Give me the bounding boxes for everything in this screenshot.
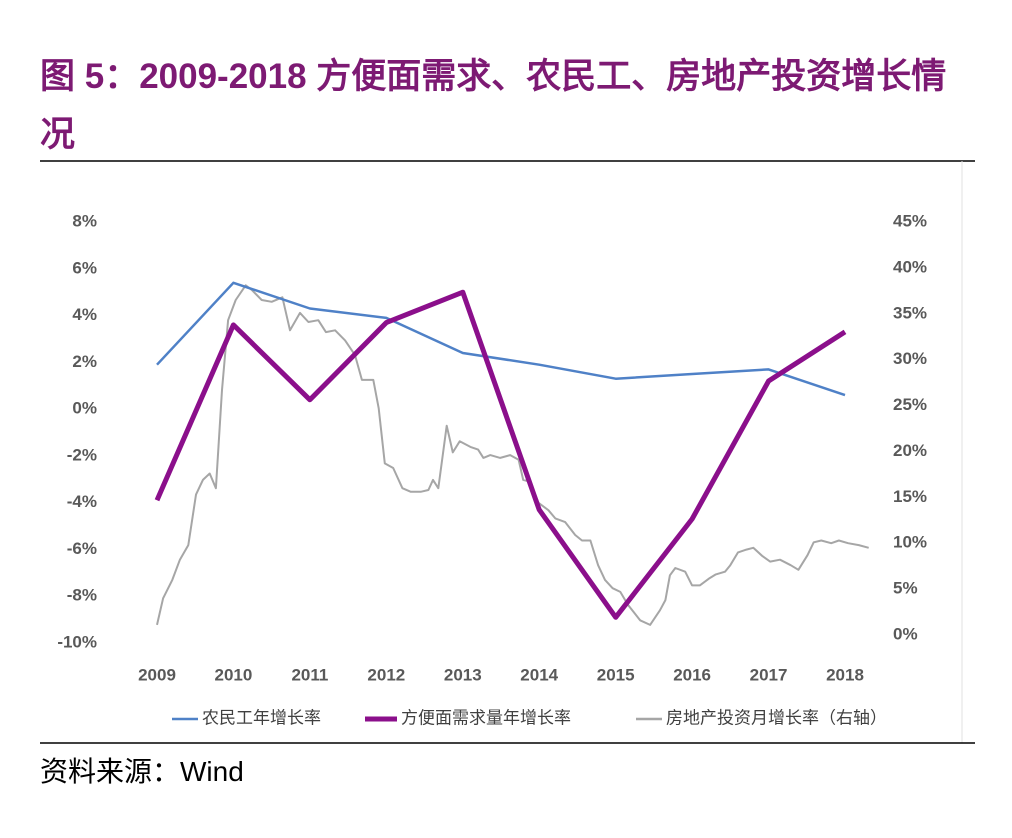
y2-tick-label: 30% bbox=[893, 349, 927, 368]
x-tick-label: 2009 bbox=[138, 665, 176, 684]
x-tick-label: 2012 bbox=[367, 665, 405, 684]
x-tick-label: 2013 bbox=[444, 665, 482, 684]
x-tick-label: 2014 bbox=[520, 665, 558, 684]
y-tick-label: -6% bbox=[67, 539, 97, 558]
y-tick-label: -4% bbox=[67, 492, 97, 511]
y2-tick-label: 45% bbox=[893, 211, 927, 230]
x-tick-label: 2015 bbox=[597, 665, 635, 684]
y-tick-label: 4% bbox=[72, 305, 97, 324]
y-tick-label: 2% bbox=[72, 352, 97, 371]
y-tick-label: 8% bbox=[72, 211, 97, 230]
y-tick-label: 6% bbox=[72, 258, 97, 277]
y2-tick-label: 20% bbox=[893, 441, 927, 460]
x-tick-label: 2018 bbox=[826, 665, 864, 684]
series-line bbox=[154, 289, 847, 620]
y-tick-label: -10% bbox=[57, 632, 97, 651]
legend-label: 房地产投资月增长率（右轴） bbox=[666, 708, 887, 727]
y-tick-label: 0% bbox=[72, 399, 97, 418]
x-tick-label: 2016 bbox=[673, 665, 711, 684]
x-tick-label: 2010 bbox=[215, 665, 253, 684]
y2-tick-label: 40% bbox=[893, 257, 927, 276]
y2-tick-label: 35% bbox=[893, 303, 927, 322]
x-tick-label: 2017 bbox=[750, 665, 788, 684]
series-line bbox=[156, 281, 846, 397]
legend-label: 方便面需求量年增长率 bbox=[401, 708, 571, 727]
x-tick-label: 2011 bbox=[291, 665, 328, 684]
series-line bbox=[156, 284, 869, 626]
y2-tick-label: 0% bbox=[893, 624, 918, 643]
legend-label: 农民工年增长率 bbox=[202, 708, 321, 727]
source: 资料来源：Wind bbox=[40, 756, 244, 787]
y2-tick-label: 15% bbox=[893, 487, 927, 506]
y2-tick-label: 25% bbox=[893, 395, 927, 414]
y2-tick-label: 5% bbox=[893, 579, 918, 598]
y-tick-label: -8% bbox=[67, 586, 97, 605]
page-title: 图 5：2009-2018 方便面需求、农民工、房地产投资增长情况 bbox=[40, 57, 947, 154]
y2-tick-label: 10% bbox=[893, 533, 927, 552]
y-tick-label: -2% bbox=[67, 445, 97, 464]
